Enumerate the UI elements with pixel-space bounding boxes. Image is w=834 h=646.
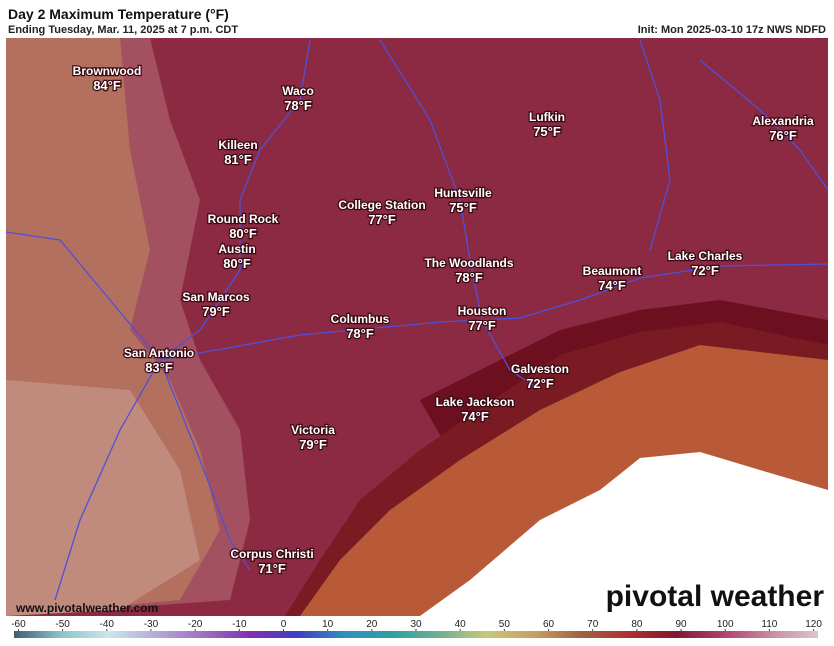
city-name: Galveston [511, 362, 569, 376]
river [639, 39, 671, 251]
city-name: San Antonio [124, 346, 194, 360]
city-name: Corpus Christi [230, 547, 313, 561]
city-temp: 79°F [299, 437, 327, 452]
city-temp: 80°F [223, 256, 251, 271]
colorbar [14, 631, 818, 638]
colorbar-tick-label: -30 [144, 619, 159, 630]
website: www.pivotalweather.com [15, 601, 158, 615]
city-temp: 71°F [258, 561, 286, 576]
city-temp: 80°F [229, 226, 257, 241]
colorbar-tick-label: 10 [322, 619, 334, 630]
highway [379, 39, 541, 391]
colorbar-tick-label: 30 [410, 619, 422, 630]
city-name: Austin [218, 242, 255, 256]
colorbar-tick-label: -40 [100, 619, 115, 630]
city-name: Victoria [291, 423, 335, 437]
city-name: Brownwood [73, 64, 142, 78]
city-name: Columbus [331, 312, 390, 326]
colorbar-tick-label: 110 [761, 619, 777, 630]
city-temp: 81°F [224, 152, 252, 167]
colorbar-tick-label: 70 [587, 619, 599, 630]
highway [54, 359, 161, 601]
city-name: Houston [458, 304, 507, 318]
city-name: The Woodlands [424, 256, 513, 270]
colorbar-tick-label: 60 [543, 619, 555, 630]
highway [159, 359, 251, 571]
colorbar-tick-label: 80 [631, 619, 643, 630]
hottest-region [6, 380, 200, 616]
colorbar-tick-label: -10 [232, 619, 247, 630]
city-temp: 77°F [368, 212, 396, 227]
city-name: Killeen [218, 138, 257, 152]
city-name: Lake Charles [668, 249, 743, 263]
colorbar-tick-label: 20 [366, 619, 378, 630]
colorbar-tick-label: 50 [499, 619, 511, 630]
highway [5, 39, 311, 361]
city-temp: 76°F [769, 128, 797, 143]
city-name: Waco [282, 84, 314, 98]
no-data [420, 452, 828, 616]
subtitle: Ending Tuesday, Mar. 11, 2025 at 7 p.m. … [8, 24, 238, 36]
city-temp: 78°F [455, 270, 483, 285]
city-temp: 78°F [346, 326, 374, 341]
city-temp: 83°F [145, 360, 173, 375]
colorbar-tick-label: -20 [188, 619, 203, 630]
city-temp: 74°F [598, 278, 626, 293]
city-name: Alexandria [752, 114, 814, 128]
city-name: San Marcos [182, 290, 250, 304]
init-time: Init: Mon 2025-03-10 17z NWS NDFD [638, 24, 826, 36]
city-temp: 74°F [461, 409, 489, 424]
city-temp: 77°F [468, 318, 496, 333]
city-name: Beaumont [583, 264, 642, 278]
highway [159, 263, 829, 361]
city-temp: 84°F [93, 78, 121, 93]
city-name: Lake Jackson [436, 395, 515, 409]
colorbar-ticks: -60 -50 -40 -30 -20 -10 0 10 20 30 40 50 60 70 80 90 100… [11, 619, 822, 631]
colorbar-tick-label: -60 [11, 619, 26, 630]
map [5, 38, 829, 616]
city-temp: 72°F [691, 263, 719, 278]
city-temp: 72°F [526, 376, 554, 391]
colorbar-tick-label: 0 [281, 619, 287, 630]
city-name: Lufkin [529, 110, 565, 124]
colorbar-tick-label: 120 [805, 619, 822, 630]
logo: pivotal weather [606, 580, 825, 613]
highway [699, 59, 829, 191]
colorbar-tick-label: -50 [55, 619, 70, 630]
city-temp: 79°F [202, 304, 230, 319]
city-temp: 78°F [284, 98, 312, 113]
title: Day 2 Maximum Temperature (°F) [8, 6, 229, 22]
colorbar-tick-label: 40 [455, 619, 467, 630]
city-name: Huntsville [434, 186, 492, 200]
city-name: Round Rock [208, 212, 279, 226]
city-temp: 75°F [449, 200, 477, 215]
city-temp: 75°F [533, 124, 561, 139]
city-name: College Station [338, 198, 425, 212]
colorbar-tick-label: 100 [717, 619, 734, 630]
colorbar-tick-label: 90 [675, 619, 687, 630]
